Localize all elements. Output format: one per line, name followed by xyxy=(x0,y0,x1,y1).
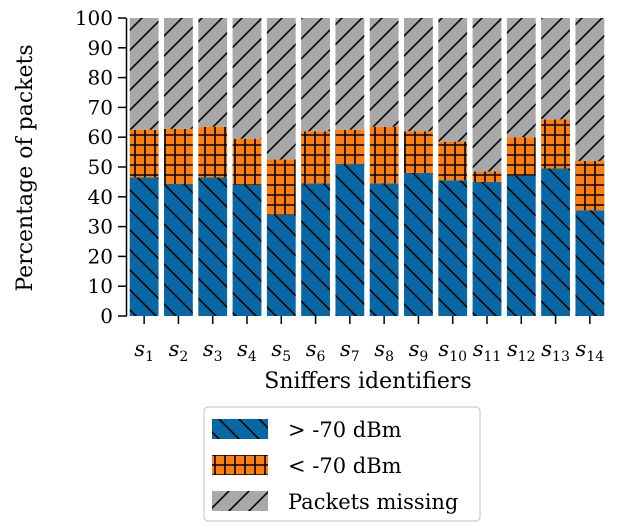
bar-70-dbm-s14 xyxy=(575,161,605,211)
bar-70-dbm-s2 xyxy=(164,183,193,316)
bar-packets-missing-s13 xyxy=(541,18,570,120)
x-tick-label-s9: s9 xyxy=(409,337,429,365)
bar-70-dbm-s5 xyxy=(266,159,296,215)
y-tick-label: 80 xyxy=(88,66,113,90)
y-axis: 0 10 20 30 40 50 60 70 80 90 100 xyxy=(75,6,128,328)
bar-70-dbm-s11 xyxy=(472,181,502,316)
bar-70-dbm-s12 xyxy=(506,175,536,316)
bar-70-dbm-s13 xyxy=(541,119,570,169)
bar-70-dbm-s4 xyxy=(232,138,262,185)
bar-packets-missing-s1 xyxy=(129,18,159,130)
legend: > -70 dBm < -70 dBm Packets missing xyxy=(203,406,481,522)
bar-packets-missing-s6 xyxy=(301,18,330,132)
bar-packets-missing-s4 xyxy=(232,18,262,139)
x-tick-label-s8: s8 xyxy=(374,337,394,365)
x-tick-label-s7: s7 xyxy=(340,337,360,365)
bar-packets-missing-s7 xyxy=(335,18,365,130)
legend-frame xyxy=(203,406,481,522)
x-axis-title: Sniffers identifiers xyxy=(264,369,471,394)
bar-packets-missing-s9 xyxy=(404,18,433,132)
bar-70-dbm-s13 xyxy=(541,168,570,316)
y-tick-label: 0 xyxy=(100,304,113,328)
bar-packets-missing-s2 xyxy=(164,18,193,129)
y-tick-label: 60 xyxy=(88,125,113,149)
bars-layer xyxy=(129,18,605,316)
legend-swatch-below-70 xyxy=(212,455,268,475)
bar-70-dbm-s1 xyxy=(129,129,159,178)
y-tick-label: 90 xyxy=(88,36,113,60)
bar-70-dbm-s3 xyxy=(198,177,228,316)
bar-70-dbm-s3 xyxy=(198,126,228,178)
bar-70-dbm-s7 xyxy=(335,164,365,316)
bar-70-dbm-s2 xyxy=(164,128,193,184)
bar-70-dbm-s1 xyxy=(129,177,159,316)
bar-packets-missing-s12 xyxy=(506,18,536,138)
bar-70-dbm-s12 xyxy=(506,137,536,176)
bar-70-dbm-s4 xyxy=(232,184,262,316)
bar-70-dbm-s14 xyxy=(575,210,605,316)
legend-label-above-70: > -70 dBm xyxy=(288,418,402,442)
bar-70-dbm-s6 xyxy=(301,183,330,316)
x-tick-label-s12: s12 xyxy=(507,337,536,365)
x-tick-label-s3: s3 xyxy=(203,337,223,365)
legend-swatch-above-70 xyxy=(212,419,268,439)
y-tick-label: 100 xyxy=(75,6,113,30)
x-tick-label-s1: s1 xyxy=(134,337,154,365)
bar-packets-missing-s3 xyxy=(198,18,228,127)
bar-70-dbm-s8 xyxy=(369,183,399,316)
y-tick-label: 40 xyxy=(88,185,113,209)
x-tick-label-s4: s4 xyxy=(237,337,257,365)
legend-swatch-missing xyxy=(212,491,268,511)
bar-70-dbm-s6 xyxy=(301,131,330,184)
x-axis: s1 s2 s3 s4 s5 s6 s7 s8 s9 s10 s11 s12 s13 s14 xyxy=(134,316,604,365)
y-tick-label: 10 xyxy=(88,274,113,298)
y-tick-label: 70 xyxy=(88,95,113,119)
bar-packets-missing-s11 xyxy=(472,18,502,172)
bar-70-dbm-s5 xyxy=(266,214,296,316)
x-tick-label-s2: s2 xyxy=(169,337,189,365)
x-tick-label-s6: s6 xyxy=(306,337,326,365)
y-axis-title: Percentage of packets xyxy=(13,44,38,291)
bar-70-dbm-s8 xyxy=(369,126,399,184)
bar-70-dbm-s11 xyxy=(472,171,502,182)
x-tick-label-s10: s10 xyxy=(438,337,467,365)
y-tick-label: 20 xyxy=(88,244,113,268)
bar-packets-missing-s10 xyxy=(438,18,468,142)
x-tick-label-s5: s5 xyxy=(271,337,291,365)
legend-label-missing: Packets missing xyxy=(288,490,458,514)
y-tick-label: 30 xyxy=(88,215,113,239)
bar-packets-missing-s8 xyxy=(369,18,399,127)
bar-70-dbm-s7 xyxy=(335,129,365,165)
y-tick-label: 50 xyxy=(88,155,113,179)
bar-70-dbm-s9 xyxy=(404,131,433,173)
bar-70-dbm-s10 xyxy=(438,141,468,181)
bar-70-dbm-s9 xyxy=(404,172,433,316)
x-tick-label-s11: s11 xyxy=(473,337,502,365)
bar-packets-missing-s5 xyxy=(266,18,296,160)
bar-70-dbm-s10 xyxy=(438,180,468,316)
x-tick-label-s14: s14 xyxy=(576,337,605,365)
bar-packets-missing-s14 xyxy=(575,18,605,162)
legend-label-below-70: < -70 dBm xyxy=(288,454,402,478)
x-tick-label-s13: s13 xyxy=(541,337,570,365)
